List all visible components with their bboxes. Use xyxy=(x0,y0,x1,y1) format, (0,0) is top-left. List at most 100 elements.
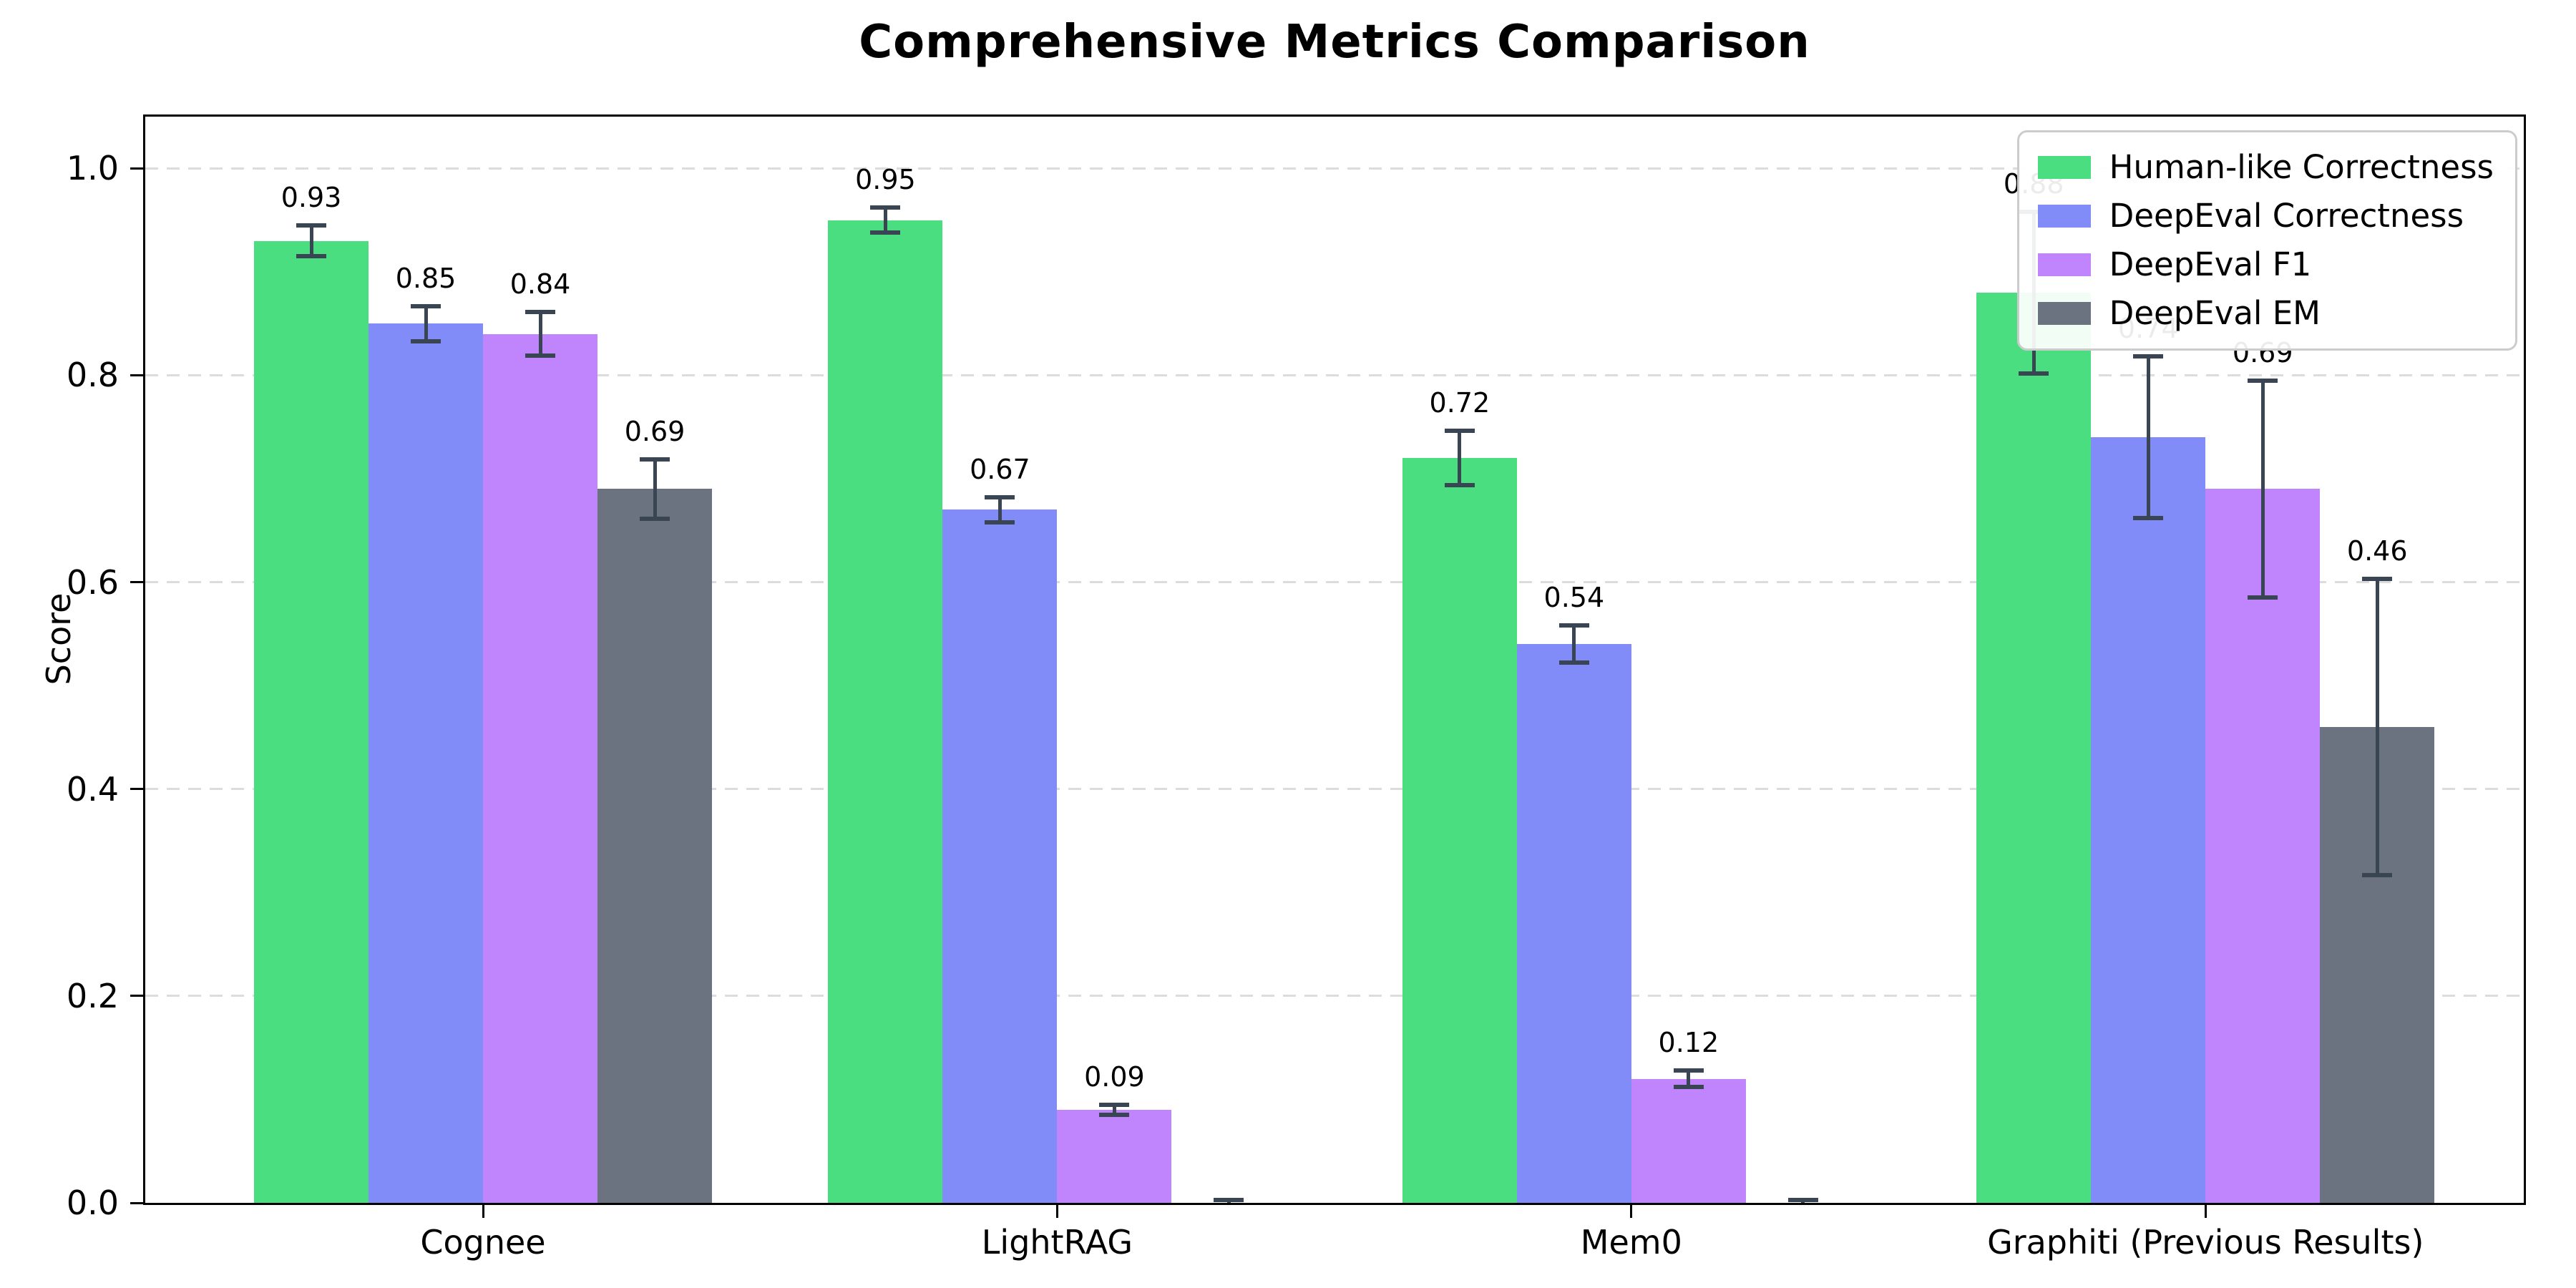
legend: Human-like Correctness DeepEval Correctne… xyxy=(2016,130,2517,351)
legend-swatch xyxy=(2037,302,2091,325)
error-bar xyxy=(2260,380,2265,598)
error-bar-cap xyxy=(411,338,441,343)
bar-3-1 xyxy=(483,333,597,1203)
y-tick-label: 0.2 xyxy=(66,976,119,1015)
bar-2-2 xyxy=(942,509,1058,1203)
x-tick xyxy=(1630,1205,1633,1218)
bar-1-2 xyxy=(828,220,943,1203)
error-bar-cap xyxy=(870,205,901,210)
legend-swatch xyxy=(2037,253,2091,276)
error-bar-cap xyxy=(1558,623,1589,628)
error-bar xyxy=(2375,579,2379,875)
y-tick xyxy=(130,374,143,376)
error-bar xyxy=(2146,356,2150,518)
error-bar xyxy=(424,306,428,341)
error-bar-cap xyxy=(525,353,555,358)
error-bar-cap xyxy=(1444,482,1475,487)
y-tick xyxy=(130,1201,143,1204)
error-bar-cap xyxy=(1787,1197,1818,1202)
error-bar-cap xyxy=(2362,577,2393,582)
bar-3-2 xyxy=(1057,1109,1172,1203)
bar-value-label: 0.67 xyxy=(970,454,1030,486)
bar-value-label: 0.46 xyxy=(2346,535,2408,567)
error-bar xyxy=(1458,431,1462,485)
bar-value-label: 0.85 xyxy=(395,262,457,294)
error-bar-cap xyxy=(2362,872,2393,877)
bar-value-label: 0.12 xyxy=(1658,1026,1719,1058)
gridline xyxy=(145,167,2524,170)
y-tick-label: 1.0 xyxy=(66,149,119,188)
legend-item: DeepEval Correctness xyxy=(2037,197,2494,235)
legend-swatch xyxy=(2037,205,2091,228)
error-bar-cap xyxy=(1099,1102,1130,1107)
y-tick-label: 0.0 xyxy=(66,1184,119,1222)
legend-label: DeepEval F1 xyxy=(2109,245,2312,283)
error-bar-cap xyxy=(296,254,326,259)
chart-title: Comprehensive Metrics Comparison xyxy=(859,16,1810,69)
y-tick-label: 0.4 xyxy=(66,769,119,809)
legend-label: Human-like Correctness xyxy=(2109,148,2494,186)
error-bar-cap xyxy=(2019,371,2049,376)
error-bar-cap xyxy=(985,495,1015,500)
error-bar xyxy=(1572,625,1576,663)
error-bar xyxy=(883,208,887,233)
error-bar-cap xyxy=(2248,378,2278,383)
error-bar-cap xyxy=(1214,1197,1244,1202)
bar-value-label: 0.95 xyxy=(855,164,916,196)
x-tick xyxy=(482,1205,484,1218)
bar-4-1 xyxy=(597,489,712,1203)
bar-1-3 xyxy=(1402,458,1517,1203)
legend-label: DeepEval Correctness xyxy=(2109,197,2464,235)
gridline xyxy=(145,374,2524,376)
y-tick xyxy=(130,581,143,584)
gridline xyxy=(145,788,2524,791)
error-bar-cap xyxy=(1444,429,1475,434)
error-bar-cap xyxy=(1099,1113,1130,1118)
legend-item: DeepEval EM xyxy=(2037,294,2494,332)
y-tick xyxy=(130,167,143,170)
y-tick xyxy=(130,995,143,997)
error-bar xyxy=(653,459,657,519)
legend-label: DeepEval EM xyxy=(2109,294,2321,332)
error-bar-cap xyxy=(2248,595,2278,600)
error-bar-cap xyxy=(2133,515,2164,520)
error-bar-cap xyxy=(1673,1068,1704,1073)
legend-swatch xyxy=(2037,156,2091,179)
x-tick-label: Mem0 xyxy=(1580,1223,1682,1262)
error-bar xyxy=(1112,1104,1116,1116)
error-bar xyxy=(309,225,313,257)
bar-1-1 xyxy=(254,240,369,1203)
bar-1-4 xyxy=(1976,292,2092,1203)
bar-value-label: 0.84 xyxy=(509,268,571,301)
bar-3-3 xyxy=(1631,1078,1746,1203)
error-bar-cap xyxy=(870,230,901,235)
x-tick-label: Graphiti (Previous Results) xyxy=(1987,1223,2424,1262)
legend-item: Human-like Correctness xyxy=(2037,148,2494,186)
bar-value-label: 0.93 xyxy=(280,181,342,213)
y-tick-label: 0.8 xyxy=(66,356,119,395)
bar-2-4 xyxy=(2091,437,2206,1203)
bar-value-label: 0.09 xyxy=(1084,1060,1145,1093)
error-bar-cap xyxy=(296,223,326,228)
y-tick xyxy=(130,788,143,791)
y-tick-label: 0.6 xyxy=(66,562,119,602)
bar-3-4 xyxy=(2205,489,2321,1203)
x-tick xyxy=(2204,1205,2207,1218)
x-tick-label: LightRAG xyxy=(981,1223,1133,1262)
error-bar-cap xyxy=(640,457,670,462)
error-bar-cap xyxy=(525,310,555,315)
error-bar-cap xyxy=(1558,660,1589,665)
gridline xyxy=(145,581,2524,584)
bar-value-label: 0.54 xyxy=(1543,582,1605,614)
gridline xyxy=(145,995,2524,997)
error-bar-cap xyxy=(411,303,441,308)
x-tick xyxy=(1055,1205,1058,1218)
bar-value-label: 0.72 xyxy=(1429,387,1491,419)
bar-2-3 xyxy=(1516,644,1631,1203)
error-bar-cap xyxy=(2133,354,2164,359)
error-bar-cap xyxy=(640,517,670,522)
x-tick-label: Cognee xyxy=(420,1223,546,1262)
bar-2-1 xyxy=(369,323,483,1203)
error-bar-cap xyxy=(985,519,1015,525)
